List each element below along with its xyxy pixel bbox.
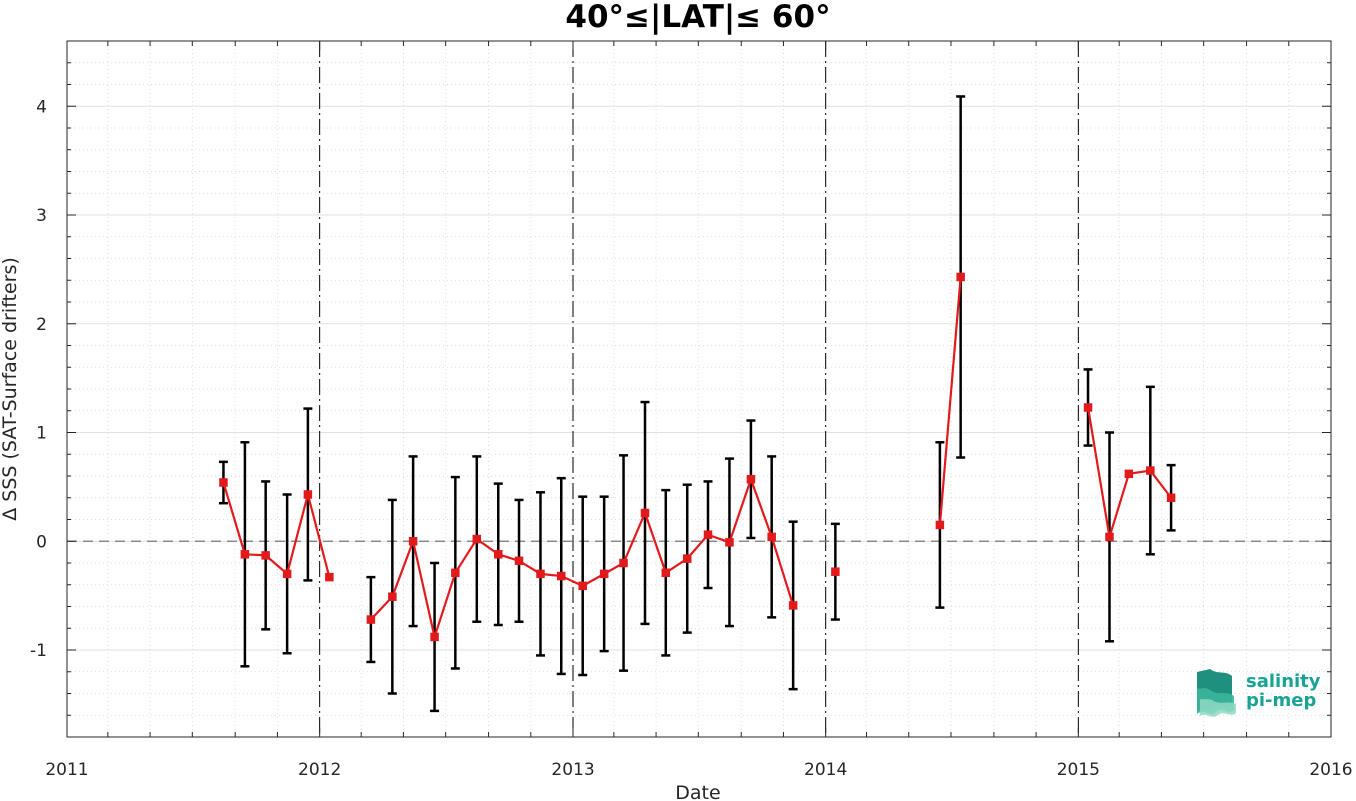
data-point <box>935 520 945 530</box>
data-point <box>1124 469 1134 479</box>
data-series <box>218 95 1176 713</box>
y-tick-label: -1 <box>30 641 47 661</box>
y-tick-label: 4 <box>36 97 47 117</box>
logo-line2: pi-mep <box>1246 690 1316 711</box>
data-point <box>831 567 840 576</box>
x-tick-label: 2016 <box>1309 760 1352 780</box>
x-axis-label: Date <box>675 782 720 801</box>
x-tick-label: 2011 <box>45 760 88 780</box>
data-point <box>640 508 650 518</box>
data-point <box>366 615 376 624</box>
data-point <box>451 568 460 578</box>
x-tick-label: 2015 <box>1057 760 1100 780</box>
data-point <box>1146 466 1155 475</box>
data-point <box>388 592 397 601</box>
data-point <box>703 530 713 539</box>
data-point <box>408 537 418 546</box>
data-point <box>261 551 270 560</box>
data-point <box>1166 493 1176 502</box>
data-point <box>430 632 439 642</box>
data-point <box>556 571 566 581</box>
y-tick-label: 0 <box>36 532 47 552</box>
data-point <box>472 534 482 544</box>
data-point <box>282 569 292 579</box>
x-tick-label: 2013 <box>551 760 594 780</box>
data-point <box>1105 532 1114 542</box>
data-point <box>325 572 334 582</box>
data-point <box>746 475 756 484</box>
data-point <box>599 569 609 579</box>
data-point <box>514 556 524 566</box>
wave-icon <box>1197 669 1236 717</box>
series-line <box>938 276 962 526</box>
tick-labels: 2011 2012 2013 2014 2015 2016 -1 0 1 2 3 4 <box>30 97 1353 780</box>
chart-title: 40°≤|LAT|≤ 60° <box>565 0 830 35</box>
data-point <box>788 601 798 610</box>
data-point <box>725 538 734 547</box>
axes-frame <box>66 40 1332 738</box>
grid <box>67 41 1331 738</box>
data-point <box>619 558 628 568</box>
salinity-pi-mep-logo: salinity pi-mep <box>1197 669 1321 717</box>
data-point <box>956 272 965 282</box>
y-tick-label: 2 <box>36 315 47 335</box>
data-point <box>219 478 228 487</box>
series-line <box>222 482 331 578</box>
data-point <box>303 490 313 499</box>
y-tick-label: 3 <box>36 206 47 226</box>
logo-line1: salinity <box>1246 671 1321 692</box>
reference-lines <box>67 41 1331 737</box>
data-point <box>578 581 587 591</box>
data-point <box>536 569 545 579</box>
data-point <box>682 554 692 563</box>
data-point <box>494 550 503 559</box>
y-axis-label: Δ SSS (SAT-Surface drifters) <box>0 257 21 521</box>
data-point <box>767 532 776 542</box>
x-tick-label: 2012 <box>298 760 341 780</box>
data-point <box>1083 403 1093 412</box>
y-tick-label: 1 <box>36 424 47 444</box>
data-point <box>240 550 250 559</box>
data-point <box>661 568 671 578</box>
x-tick-label: 2014 <box>804 760 847 780</box>
